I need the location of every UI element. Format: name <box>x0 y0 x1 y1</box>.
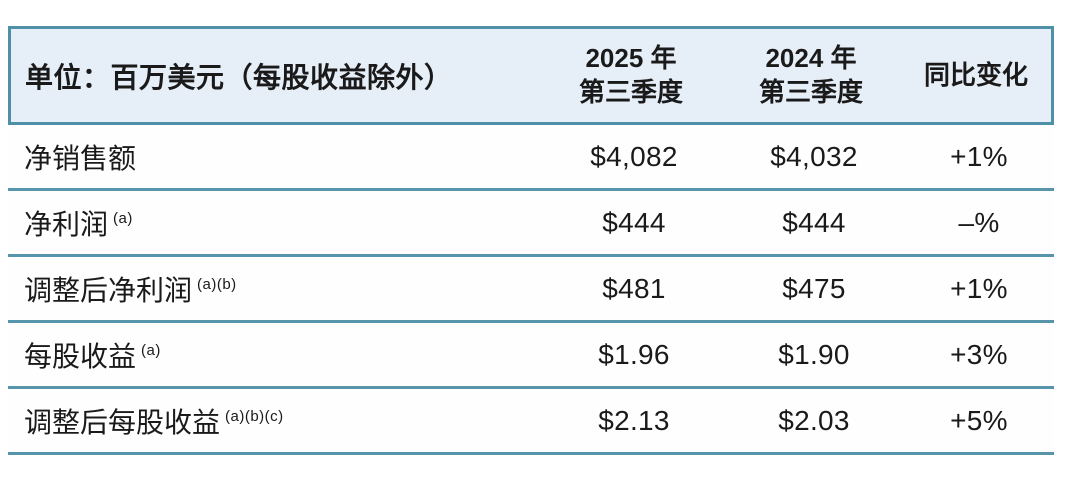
value-q3-2024: $444 <box>782 206 846 238</box>
row-label-text: 调整后净利润 <box>24 274 193 306</box>
table-row-net-income: 净利润 (a) $444 $444 –% <box>8 191 1054 257</box>
unit-label: 单位：百万美元（每股收益除外） <box>25 61 453 93</box>
value-yoy: +1% <box>950 272 1008 304</box>
value-q3-2025: $2.13 <box>598 404 670 436</box>
table-row-eps: 每股收益 (a) $1.96 $1.90 +3% <box>8 323 1054 389</box>
value-yoy: –% <box>958 206 1000 238</box>
value-yoy: +1% <box>950 140 1008 172</box>
row-label: 净利润 (a) <box>8 203 544 243</box>
value-yoy: +3% <box>950 338 1008 370</box>
column-header-q3-2024-line1: 2024 年 <box>765 43 857 74</box>
value-yoy: +5% <box>950 404 1008 436</box>
column-header-q3-2025: 2025 年 第三季度 <box>541 42 721 109</box>
financial-results-table: 单位：百万美元（每股收益除外） 2025 年 第三季度 2024 年 第三季度 … <box>8 26 1054 455</box>
row-label: 每股收益 (a) <box>8 335 544 375</box>
value-q3-2024: $2.03 <box>778 404 850 436</box>
footnote-marker: (a)(b)(c) <box>225 408 284 426</box>
column-header-q3-2024-line2: 第三季度 <box>758 76 863 107</box>
row-label-text: 每股收益 <box>24 340 137 372</box>
value-q3-2025: $481 <box>602 272 666 304</box>
row-label: 调整后每股收益 (a)(b)(c) <box>8 401 544 441</box>
footnote-marker: (a)(b) <box>197 276 237 294</box>
value-q3-2025: $444 <box>602 206 666 238</box>
table-row-net-sales: 净销售额 $4,082 $4,032 +1% <box>8 125 1054 191</box>
value-q3-2024: $4,032 <box>770 140 858 172</box>
row-label-text: 净销售额 <box>24 142 137 174</box>
value-q3-2025: $1.96 <box>598 338 670 370</box>
column-header-yoy: 同比变化 <box>923 59 1028 90</box>
table-header-row: 单位：百万美元（每股收益除外） 2025 年 第三季度 2024 年 第三季度 … <box>8 26 1054 125</box>
row-label-text: 调整后每股收益 <box>24 406 221 438</box>
footnote-marker: (a) <box>141 342 161 360</box>
row-label: 净销售额 <box>8 137 544 177</box>
column-header-q3-2025-line2: 第三季度 <box>578 76 683 107</box>
column-header-q3-2025-line1: 2025 年 <box>585 43 677 74</box>
footnote-marker: (a) <box>113 210 133 228</box>
column-header-q3-2024: 2024 年 第三季度 <box>721 42 901 109</box>
table-row-adjusted-eps: 调整后每股收益 (a)(b)(c) $2.13 $2.03 +5% <box>8 389 1054 455</box>
value-q3-2024: $475 <box>782 272 846 304</box>
table-row-adjusted-net-income: 调整后净利润 (a)(b) $481 $475 +1% <box>8 257 1054 323</box>
row-label: 调整后净利润 (a)(b) <box>8 269 544 309</box>
value-q3-2024: $1.90 <box>778 338 850 370</box>
row-label-text: 净利润 <box>24 208 109 240</box>
value-q3-2025: $4,082 <box>590 140 678 172</box>
